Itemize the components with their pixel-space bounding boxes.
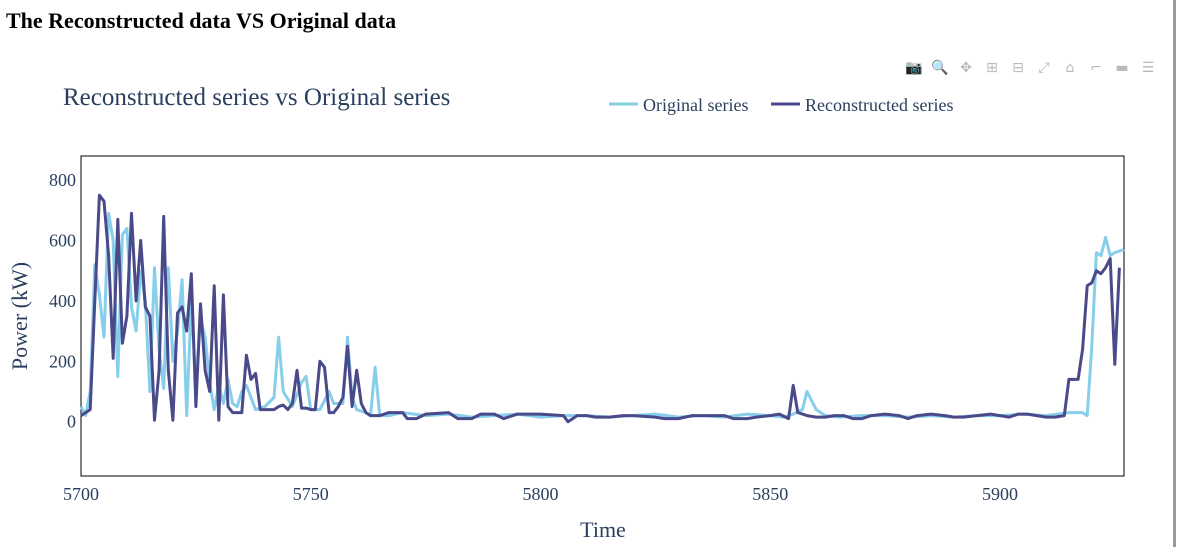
y-tick-label: 800 xyxy=(49,170,76,190)
y-tick-label: 600 xyxy=(49,231,76,251)
zoom-out-icon[interactable]: ⊟ xyxy=(1012,60,1024,76)
chart-legend: Original series Reconstructed series xyxy=(609,95,953,115)
x-tick-label: 5700 xyxy=(63,484,99,504)
hover-closest-icon[interactable]: ▬ xyxy=(1115,60,1129,76)
x-tick-label: 5750 xyxy=(293,484,329,504)
chart-title: Reconstructed series vs Original series xyxy=(63,84,450,111)
chart-modebar: 📷 🔍 ✥ ⊞ ⊟ ⤢ ⌂ ⌐ ▬ ☰ xyxy=(904,58,1158,78)
reset-axes-icon[interactable]: ⌂ xyxy=(1065,60,1075,76)
spike-lines-icon[interactable]: ⌐ xyxy=(1090,60,1102,76)
autoscale-icon[interactable]: ⤢ xyxy=(1038,60,1050,76)
y-tick-label: 400 xyxy=(49,291,76,311)
x-tick-label: 5900 xyxy=(982,484,1018,504)
plot-frame xyxy=(80,155,1125,477)
x-axis-label: Time xyxy=(580,517,626,542)
zoom-icon[interactable]: 🔍 xyxy=(931,60,949,76)
legend-label-original[interactable]: Original series xyxy=(643,95,748,115)
y-tick-label: 0 xyxy=(67,412,76,432)
series-line-reconstructed[interactable] xyxy=(80,193,1121,424)
window-edge xyxy=(1173,0,1176,547)
plot-area[interactable] xyxy=(79,155,1125,477)
pan-icon[interactable]: ✥ xyxy=(960,60,972,76)
y-axis-ticks: 0 200 400 600 800 xyxy=(49,170,76,432)
y-tick-label: 200 xyxy=(49,351,76,371)
page-heading: The Reconstructed data VS Original data xyxy=(6,8,397,33)
legend-label-reconstructed[interactable]: Reconstructed series xyxy=(805,95,953,115)
y-axis-label: Power (kW) xyxy=(7,262,32,370)
x-tick-label: 5800 xyxy=(522,484,558,504)
camera-icon[interactable]: 📷 xyxy=(905,60,923,76)
zoom-in-icon[interactable]: ⊞ xyxy=(986,60,998,76)
hover-compare-icon[interactable]: ☰ xyxy=(1141,60,1155,76)
x-tick-label: 5850 xyxy=(752,484,788,504)
x-axis-ticks: 5700 5750 5800 5850 5900 xyxy=(63,484,1018,504)
